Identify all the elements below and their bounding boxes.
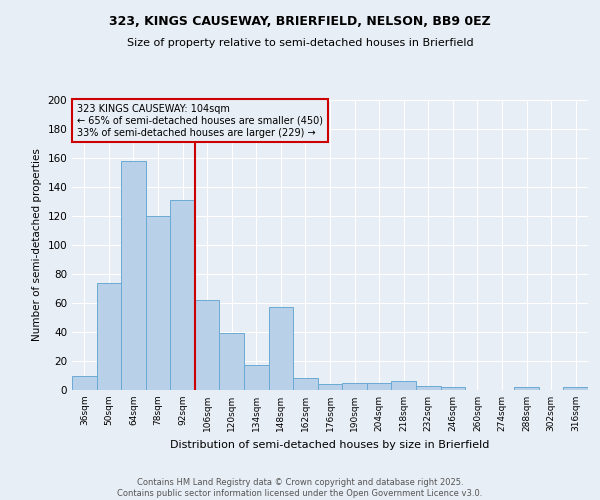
Bar [342,383,367,390]
Bar [195,300,220,390]
Bar [220,334,244,390]
Bar [293,378,318,390]
Bar [121,161,146,390]
Bar [563,387,588,390]
Text: 323, KINGS CAUSEWAY, BRIERFIELD, NELSON, BB9 0EZ: 323, KINGS CAUSEWAY, BRIERFIELD, NELSON,… [109,15,491,28]
Bar [72,376,97,390]
Bar [244,366,269,390]
Bar [514,387,539,390]
Bar [440,387,465,390]
Y-axis label: Number of semi-detached properties: Number of semi-detached properties [32,148,42,342]
Bar [146,216,170,390]
Bar [170,200,195,390]
Bar [391,382,416,390]
Bar [318,384,342,390]
Bar [269,308,293,390]
Text: Size of property relative to semi-detached houses in Brierfield: Size of property relative to semi-detach… [127,38,473,48]
Text: Contains HM Land Registry data © Crown copyright and database right 2025.
Contai: Contains HM Land Registry data © Crown c… [118,478,482,498]
X-axis label: Distribution of semi-detached houses by size in Brierfield: Distribution of semi-detached houses by … [170,440,490,450]
Bar [367,383,391,390]
Text: 323 KINGS CAUSEWAY: 104sqm
← 65% of semi-detached houses are smaller (450)
33% o: 323 KINGS CAUSEWAY: 104sqm ← 65% of semi… [77,104,323,138]
Bar [416,386,440,390]
Bar [97,282,121,390]
